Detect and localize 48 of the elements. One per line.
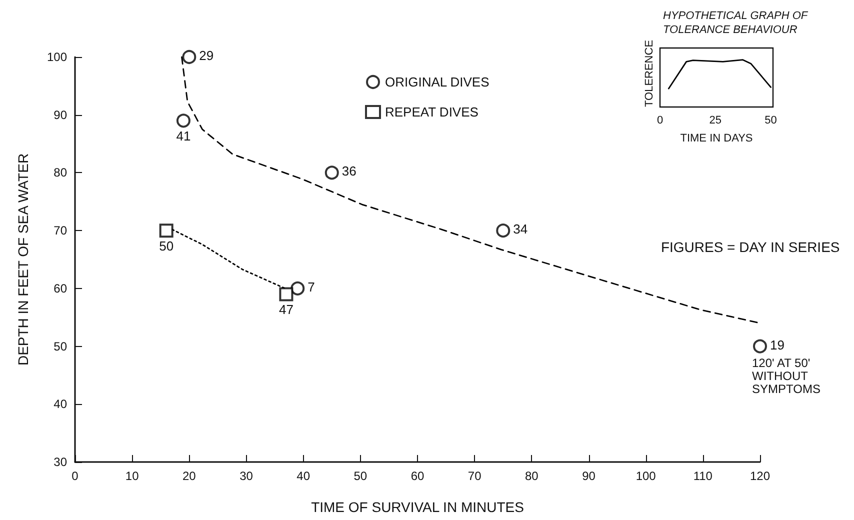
point	[496, 224, 510, 238]
x-tick-label: 0	[72, 469, 79, 483]
annotation: 120' AT 50' WITHOUT SYMPTOMS	[752, 356, 820, 396]
y-tick-label: 40	[54, 397, 68, 412]
annotation: 34	[513, 222, 528, 237]
annotation: 19	[770, 337, 784, 352]
x-axis-title: TIME OF SURVIVAL IN MINUTES	[311, 499, 524, 515]
point	[159, 224, 174, 238]
x-tick-label: 50	[354, 469, 368, 483]
y-tick-label: 70	[54, 224, 68, 238]
x-tick-label: 20	[182, 469, 196, 483]
point	[753, 339, 767, 354]
x-tick-label: 30	[240, 469, 254, 483]
x-tick-label: 60	[410, 469, 424, 483]
annotation: 47	[278, 302, 294, 318]
y-axis-title: DEPTH IN FEET OF SEA WATER	[15, 153, 31, 366]
x-tick-label: 120	[750, 469, 770, 483]
chart-title: HYPOTHETICAL GRAPH OF TOLERANCE BEHAVIOUR	[663, 10, 809, 36]
legend-label: ORIGINAL DIVES	[385, 74, 490, 90]
annotation: 29	[199, 48, 214, 63]
annotation: 41	[176, 128, 191, 144]
x-tick-label: 110	[693, 469, 713, 483]
point	[324, 166, 339, 180]
y-axis-title: TOLERENCE	[644, 40, 656, 107]
annotation: 50	[159, 238, 174, 254]
annotation: 36	[342, 164, 356, 179]
x-tick-label: 50	[764, 114, 777, 126]
y-tick-label: 60	[54, 281, 68, 296]
x-tick-label: 80	[524, 469, 539, 483]
y-tick-label: 80	[54, 166, 68, 180]
x-tick-label: 10	[125, 469, 140, 483]
x-tick-label: 0	[656, 114, 664, 126]
x-tick-label: 100	[636, 469, 656, 483]
x-tick-label: 90	[582, 469, 596, 483]
point	[279, 287, 294, 302]
y-tick-label: 50	[54, 339, 68, 354]
x-tick-label: 70	[468, 469, 482, 483]
point	[290, 281, 305, 296]
legend-label: REPEAT DIVES	[385, 104, 479, 120]
x-tick-label: 25	[709, 114, 722, 126]
annotation: FIGURES = DAY IN SERIES	[660, 239, 840, 255]
y-tick-label: 30	[54, 455, 68, 469]
point	[182, 50, 196, 64]
point	[176, 114, 190, 128]
x-tick-label: 40	[296, 469, 310, 483]
x-axis-title: TIME IN DAYS	[680, 132, 753, 144]
y-tick-label: 100	[46, 50, 68, 64]
annotation: 7	[308, 279, 315, 294]
